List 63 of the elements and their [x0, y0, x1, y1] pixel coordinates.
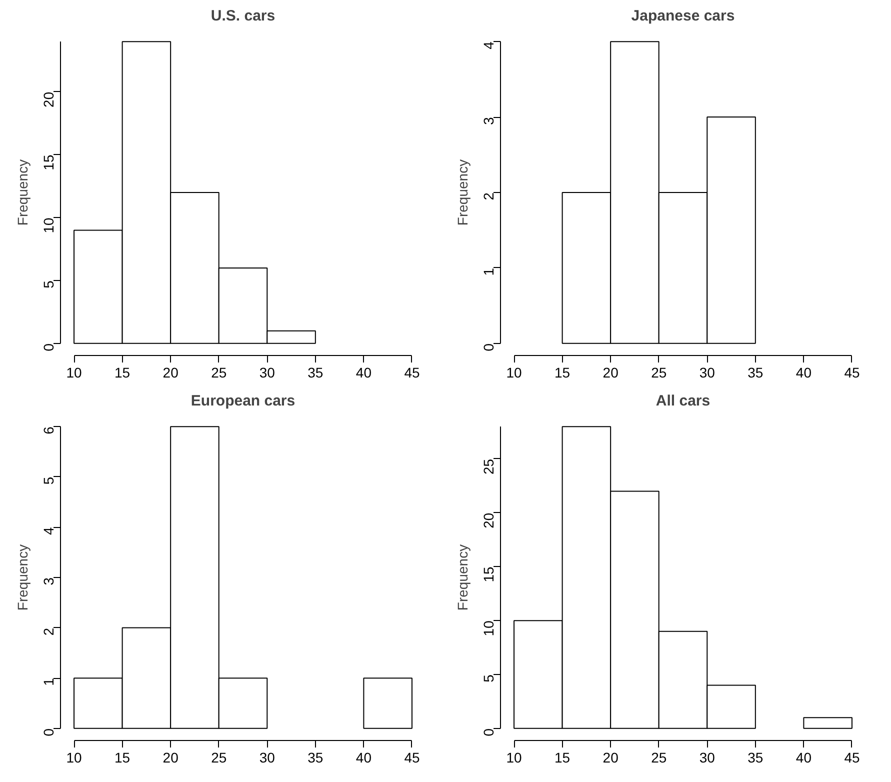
y-tick-label: 10: [40, 217, 56, 234]
x-tick-label: 20: [602, 364, 619, 380]
x-tick-label: 20: [602, 750, 619, 766]
y-tick-label: 1: [40, 678, 56, 686]
x-tick-label: 45: [404, 750, 420, 766]
x-tick-label: 15: [554, 364, 570, 380]
y-tick-label: 4: [480, 41, 496, 50]
x-tick-label: 35: [308, 364, 324, 380]
y-axis-title: Frequency: [454, 159, 470, 226]
y-tick-label: 2: [40, 628, 56, 636]
x-tick-label: 25: [211, 364, 227, 380]
x-tick-label: 15: [114, 364, 130, 380]
x-tick-label: 40: [796, 750, 812, 766]
x-tick-label: 40: [356, 364, 372, 380]
x-tick-label: 20: [162, 364, 179, 380]
y-tick-label: 4: [40, 526, 56, 535]
x-tick-label: 35: [308, 750, 324, 766]
x-tick-label: 40: [356, 750, 372, 766]
y-tick-label: 0: [40, 343, 56, 352]
x-tick-label: 15: [114, 750, 130, 766]
x-tick-label: 25: [651, 364, 667, 380]
y-tick-label: 3: [40, 577, 56, 586]
x-tick-label: 25: [211, 750, 227, 766]
y-tick-label: 1: [480, 268, 496, 276]
x-tick-label: 30: [259, 364, 276, 380]
y-tick-label: 5: [40, 476, 56, 485]
chart-title: All cars: [656, 392, 710, 410]
x-tick-label: 10: [506, 364, 522, 380]
y-tick-label: 5: [40, 280, 56, 288]
y-tick-label: 6: [40, 426, 56, 434]
y-axis-title: Frequency: [14, 544, 30, 611]
y-axis-title: Frequency: [14, 159, 30, 226]
chart-title: U.S. cars: [210, 8, 276, 24]
y-tick-label: 0: [40, 728, 56, 736]
x-tick-label: 20: [162, 750, 179, 766]
x-tick-label: 35: [748, 364, 764, 380]
y-tick-label: 0: [480, 343, 496, 352]
x-tick-label: 10: [506, 750, 522, 766]
y-axis-title: Frequency: [454, 544, 470, 611]
chart-title: Japanese cars: [631, 8, 735, 24]
x-tick-label: 30: [259, 750, 276, 766]
x-tick-label: 30: [699, 750, 716, 766]
y-tick-label: 3: [480, 116, 496, 125]
x-tick-label: 10: [66, 750, 82, 766]
y-tick-label: 0: [480, 728, 496, 736]
y-tick-label: 10: [480, 620, 496, 636]
x-tick-label: 10: [66, 364, 82, 380]
chart-title: European cars: [190, 392, 296, 410]
x-tick-label: 25: [651, 750, 667, 766]
x-tick-label: 45: [844, 364, 860, 380]
x-tick-label: 35: [748, 750, 764, 766]
y-tick-label: 25: [480, 458, 496, 474]
x-tick-label: 30: [699, 364, 716, 380]
x-tick-label: 45: [844, 750, 860, 766]
y-tick-label: 5: [480, 674, 496, 682]
y-tick-label: 15: [40, 154, 56, 170]
x-tick-label: 45: [404, 364, 420, 380]
y-tick-label: 15: [480, 566, 496, 582]
y-tick-label: 20: [480, 512, 496, 528]
x-tick-label: 40: [796, 364, 812, 380]
x-tick-label: 15: [554, 750, 570, 766]
y-tick-label: 20: [40, 92, 56, 108]
y-tick-label: 2: [480, 192, 496, 200]
